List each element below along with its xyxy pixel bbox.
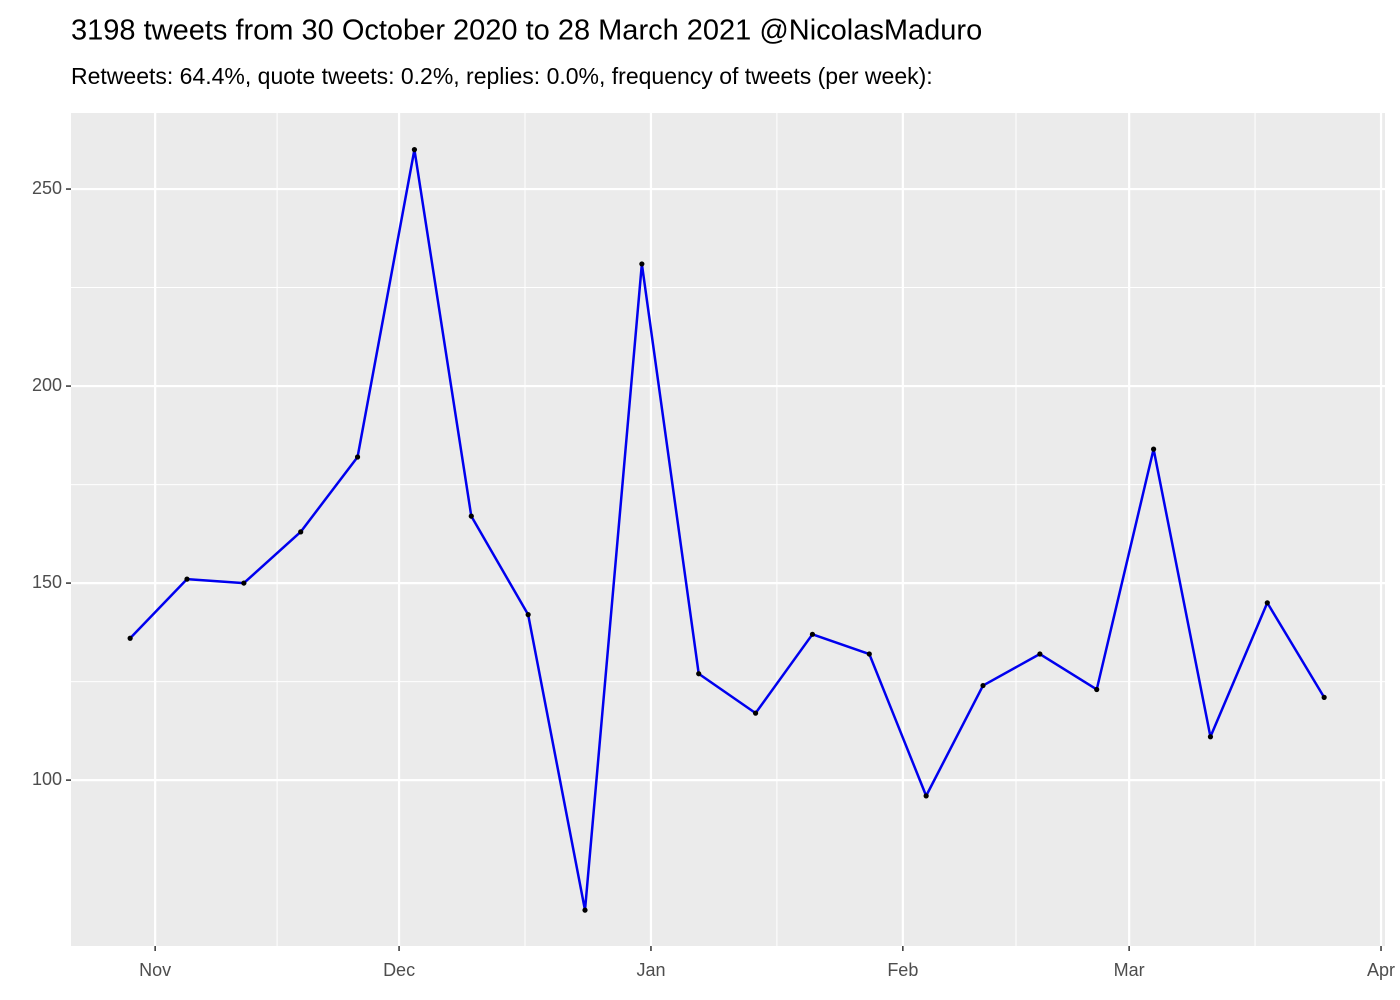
y-tick-label: 250 — [32, 178, 62, 198]
point — [866, 651, 872, 657]
chart-title: 3198 tweets from 30 October 2020 to 28 M… — [71, 15, 982, 47]
x-tick-label: Mar — [1114, 960, 1145, 980]
y-tick-label: 100 — [32, 769, 62, 789]
point — [127, 635, 133, 641]
point — [298, 529, 304, 535]
point — [525, 612, 531, 618]
point — [1207, 734, 1214, 740]
x-tick-label: Apr — [1367, 960, 1395, 980]
y-tick-label: 150 — [32, 572, 62, 592]
point — [1321, 694, 1327, 700]
x-tick-label: Nov — [139, 960, 171, 980]
point — [1037, 651, 1043, 657]
line — [129, 148, 1326, 912]
x-tick-label: Dec — [383, 960, 415, 980]
y-tick-label: 200 — [32, 375, 62, 395]
point — [1150, 446, 1157, 452]
panel — [71, 113, 1385, 946]
point — [184, 576, 190, 582]
point — [411, 147, 418, 153]
point — [696, 671, 702, 677]
point — [809, 631, 816, 637]
point — [1264, 600, 1270, 606]
point — [752, 710, 759, 716]
chart-subtitle: Retweets: 64.4%, quote tweets: 0.2%, rep… — [71, 63, 933, 89]
point — [468, 513, 474, 519]
point — [1094, 686, 1100, 693]
point — [980, 682, 986, 689]
point — [923, 793, 929, 799]
x-tick-label: Feb — [887, 960, 918, 980]
point — [582, 907, 588, 913]
x-tick-label: Jan — [636, 960, 665, 980]
point — [241, 580, 247, 586]
point — [354, 454, 361, 460]
point — [639, 261, 645, 267]
